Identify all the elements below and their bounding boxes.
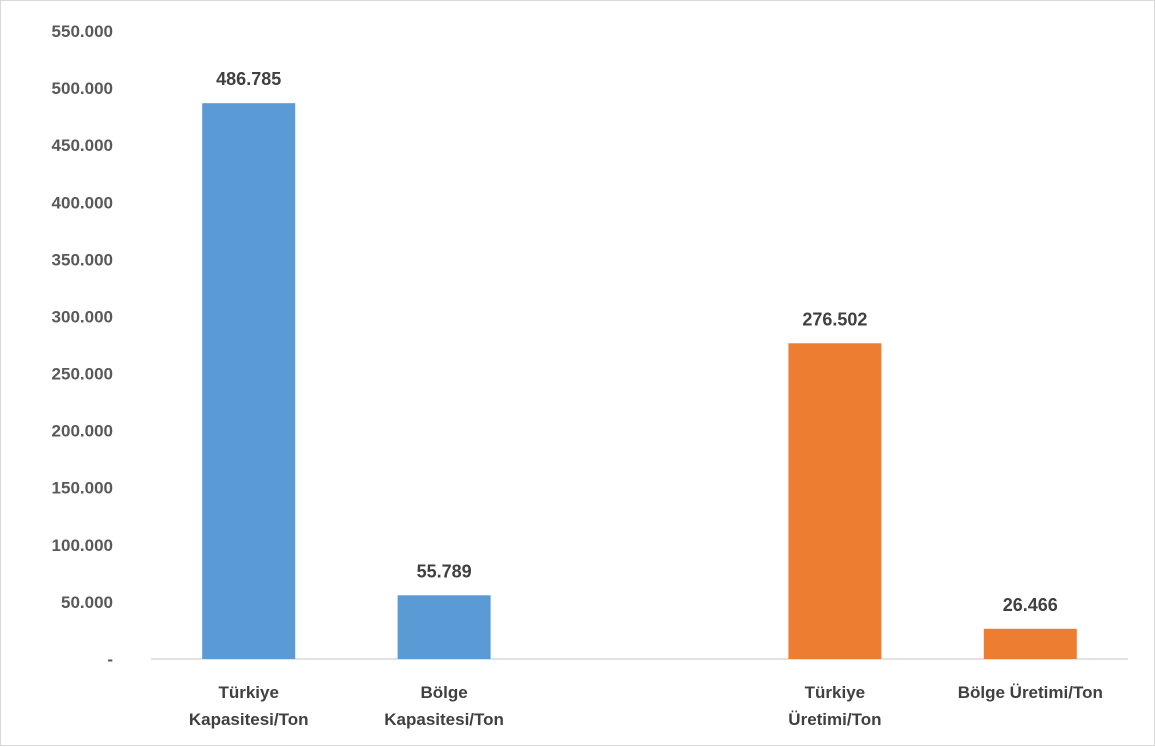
data-label-0: 486.785 (216, 69, 281, 89)
data-label-4: 26.466 (1003, 595, 1058, 615)
category-label-1-line-1: Kapasitesi/Ton (384, 710, 504, 729)
category-label-0-line-0: Türkiye (218, 683, 278, 702)
y-tick-label: 250.000 (52, 365, 113, 384)
y-tick-label: 50.000 (61, 593, 113, 612)
y-tick-label: 400.000 (52, 193, 113, 212)
category-label-4-line-0: Bölge Üretimi/Ton (958, 683, 1103, 702)
bars (202, 103, 1077, 659)
y-tick-label: 100.000 (52, 536, 113, 555)
category-labels: Türkiye Kapasitesi/Ton Bölge Kapasitesi/Ton… (189, 683, 1103, 729)
y-tick-label: - (107, 650, 113, 669)
category-label-0-line-1: Kapasitesi/Ton (189, 710, 309, 729)
data-label-3: 276.502 (802, 309, 867, 329)
bar-4 (983, 628, 1077, 659)
y-tick-label: 350.000 (52, 250, 113, 269)
y-tick-label: 300.000 (52, 307, 113, 326)
y-tick-label: 550.000 (52, 22, 113, 41)
bar-1 (397, 595, 491, 659)
bar-3 (788, 343, 882, 659)
y-tick-label: 450.000 (52, 136, 113, 155)
data-labels: 486.785 55.789 276.502 26.466 (216, 69, 1058, 615)
y-tick-label: 200.000 (52, 422, 113, 441)
category-label-3-line-1: Üretimi/Ton (788, 710, 881, 729)
bar-0 (202, 103, 296, 659)
y-tick-label: 150.000 (52, 479, 113, 498)
data-label-1: 55.789 (417, 561, 472, 581)
y-axis-tick-labels: - 50.000 100.000 150.000 200.000 250.000 300.0… (52, 22, 113, 669)
y-tick-label: 500.000 (52, 79, 113, 98)
category-label-1-line-0: Bölge (420, 683, 467, 702)
category-label-3-line-0: Türkiye (805, 683, 865, 702)
